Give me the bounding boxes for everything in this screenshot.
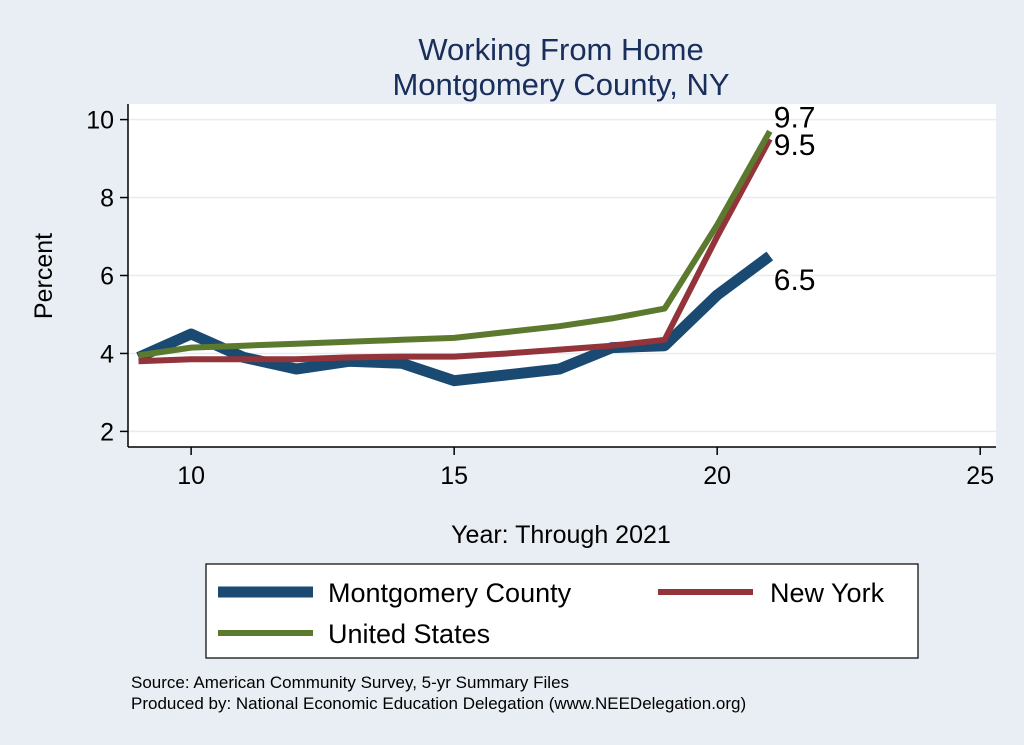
end-label-united-states: 9.7 [774, 101, 816, 134]
legend-label-new-york: New York [770, 578, 885, 608]
end-label-new-york: 9.5 [774, 129, 816, 162]
producer-note: Produced by: National Economic Education… [131, 694, 746, 713]
y-axis-title: Percent [30, 233, 58, 319]
end-label-montgomery-county: 6.5 [774, 264, 816, 297]
y-tick-label-10: 10 [86, 107, 114, 135]
legend-box [205, 563, 919, 659]
series-layer [136, 129, 774, 387]
legend-item-united-states: United States [218, 619, 490, 649]
end-labels: 6.5 9.59.7 [774, 101, 816, 297]
y-tick-label-4: 4 [100, 340, 114, 368]
y-tick-label-2: 2 [100, 418, 114, 446]
source-note: Source: American Community Survey, 5-yr … [131, 673, 569, 692]
series-line-new-york [138, 137, 773, 365]
x-tick-label-20: 20 [703, 462, 731, 490]
legend-item-montgomery-county: Montgomery County [218, 578, 572, 608]
x-tick-label-10: 10 [177, 462, 205, 490]
chart-subtitle: Montgomery County, NY [392, 67, 729, 102]
series-line-united-states [138, 129, 773, 359]
y-tick-label-6: 6 [100, 263, 114, 291]
legend-label-montgomery-county: Montgomery County [328, 578, 572, 608]
y-ticks: 2 4 6 8 10 [86, 107, 128, 446]
legend-item-new-york: New York [658, 578, 885, 608]
chart-title: Working From Home [418, 32, 703, 67]
legend-label-united-states: United States [328, 619, 490, 649]
gridlines [128, 118, 996, 433]
x-tick-label-15: 15 [440, 462, 468, 490]
x-axis-title: Year: Through 2021 [451, 521, 671, 549]
x-tick-label-25: 25 [966, 462, 994, 490]
x-ticks: 10 15 20 25 [177, 447, 994, 490]
y-tick-label-8: 8 [100, 185, 114, 213]
